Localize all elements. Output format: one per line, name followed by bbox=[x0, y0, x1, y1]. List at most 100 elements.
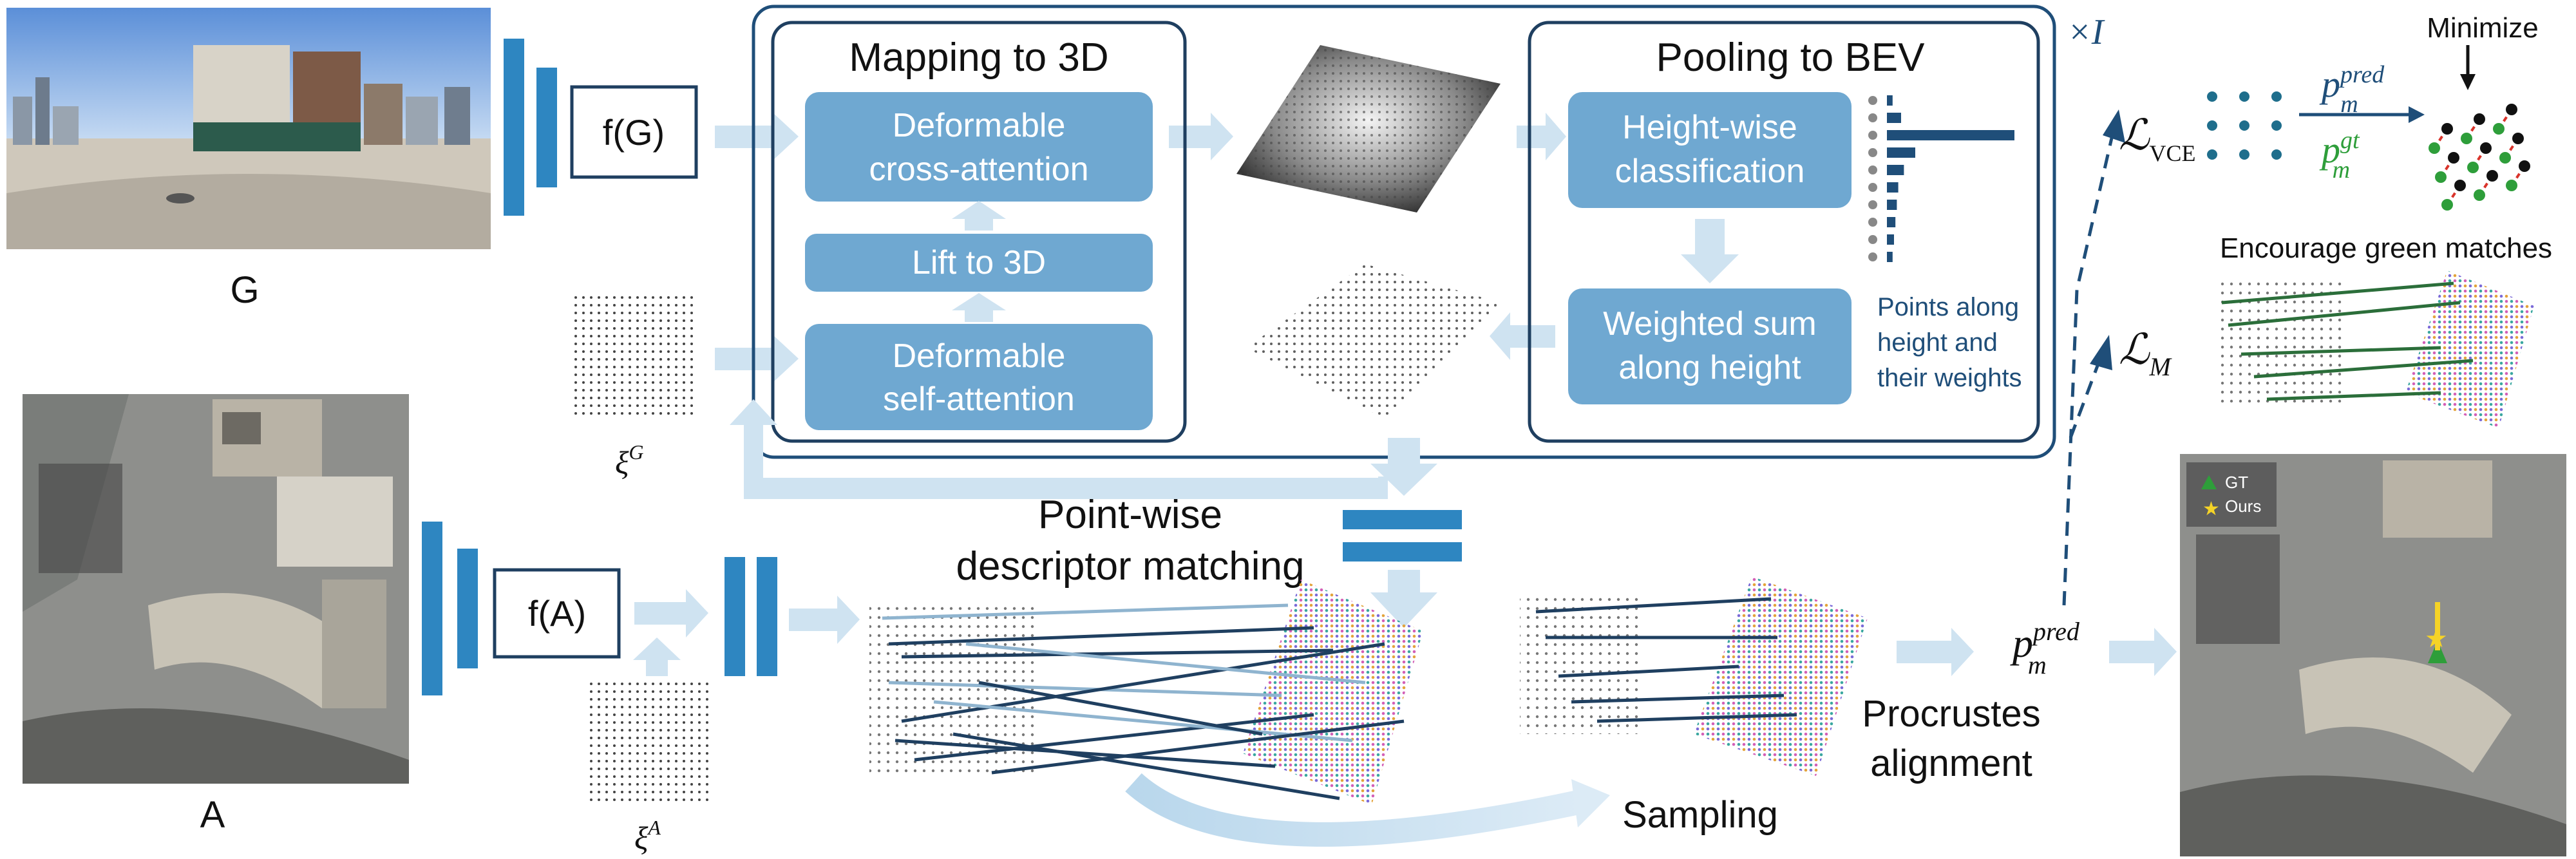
loss-aerial-grid bbox=[2215, 277, 2344, 402]
points-note-line3: their weights bbox=[1877, 364, 2022, 392]
ground-query-label: ξG bbox=[615, 440, 644, 480]
height-point bbox=[1868, 252, 1877, 261]
gt-point bbox=[2506, 180, 2517, 191]
gt-point bbox=[2429, 142, 2440, 154]
height-weight-bar bbox=[1887, 200, 1897, 210]
points-note-line2: height and bbox=[1877, 328, 1998, 357]
pred-point bbox=[2519, 160, 2530, 172]
classification-line1: Height-wise bbox=[1622, 109, 1797, 146]
encourage-label: Encourage green matches bbox=[2220, 232, 2552, 264]
aerial-feature-bar bbox=[422, 522, 442, 695]
green-match-line bbox=[2240, 346, 2441, 356]
height-point bbox=[1868, 165, 1877, 175]
gt-point bbox=[2493, 123, 2505, 135]
sampled-aerial-grid bbox=[1520, 596, 1639, 734]
height-weight-bar bbox=[1887, 234, 1894, 245]
height-wise-classification-block bbox=[1568, 92, 1852, 208]
arrow bbox=[1571, 779, 1610, 827]
pred-point bbox=[2480, 142, 2492, 154]
arrow bbox=[2109, 628, 2177, 676]
gt-point bbox=[2474, 189, 2485, 201]
aerial-image-label: A bbox=[200, 794, 225, 836]
p-pred-label: ppred m bbox=[2319, 61, 2385, 118]
aerial-encoder-label: f(A) bbox=[528, 593, 586, 634]
aerial-encoder-box bbox=[493, 568, 621, 659]
arrow bbox=[633, 637, 681, 676]
cross-attention-line1: Deformable bbox=[893, 107, 1066, 144]
result-legend bbox=[2186, 462, 2277, 527]
match-line bbox=[978, 681, 1263, 736]
ground-query-grid bbox=[573, 293, 696, 415]
green-match-line bbox=[2221, 281, 2454, 305]
lift-to-3d-label: Lift to 3D bbox=[912, 244, 1046, 281]
green-match-line bbox=[2228, 301, 2461, 327]
arrow bbox=[715, 113, 1566, 382]
height-weight-bar bbox=[1887, 217, 1896, 227]
height-point bbox=[1868, 113, 1877, 122]
arrow bbox=[952, 201, 1006, 231]
ground-encoder-box bbox=[570, 85, 698, 179]
arrow bbox=[789, 596, 860, 644]
height-weight-bar bbox=[1887, 182, 1899, 193]
match-line bbox=[952, 732, 1340, 800]
aerial-feature-bar bbox=[457, 549, 478, 668]
points-note-line1: Points along bbox=[1877, 293, 2019, 321]
arrow bbox=[1681, 219, 1739, 283]
mapping-block bbox=[771, 21, 1187, 443]
pooling-title: Pooling to BEV bbox=[1656, 35, 1925, 80]
arrow bbox=[952, 293, 1006, 322]
sampled-match-line bbox=[1558, 665, 1739, 678]
height-weight-bar bbox=[1887, 95, 1893, 106]
ground-panorama-image bbox=[6, 8, 491, 249]
green-match-line bbox=[2253, 359, 2474, 379]
sampled-ground-grid bbox=[1694, 576, 1868, 776]
gt-point bbox=[2467, 162, 2479, 173]
pred-point bbox=[2512, 133, 2524, 144]
ground-descriptor-grid bbox=[1243, 580, 1423, 805]
match-line bbox=[888, 626, 1314, 646]
procrustes-line1: Procrustes bbox=[1862, 693, 2040, 735]
arrow bbox=[1370, 570, 1437, 628]
sampled-match-lines bbox=[1535, 597, 1797, 723]
vce-pairs bbox=[2429, 104, 2530, 211]
iteration-label: ×I bbox=[2067, 12, 2105, 52]
aerial-query-label: ξA bbox=[634, 816, 661, 856]
legend-ours: Ours bbox=[2225, 496, 2261, 516]
sampled-match-line bbox=[1535, 597, 1772, 614]
height-point bbox=[1868, 96, 1877, 105]
pred-point bbox=[2448, 152, 2459, 164]
cross-attention-line2: cross-attention bbox=[869, 151, 1088, 188]
loss-path bbox=[2069, 360, 2101, 439]
p-gt-label: pgt m bbox=[2319, 127, 2360, 184]
predicted-pose: ppred m bbox=[2010, 617, 2080, 679]
arrow bbox=[2090, 335, 2112, 370]
lift-to-3d-block bbox=[805, 234, 1153, 292]
match-line bbox=[882, 603, 1289, 620]
height-point bbox=[1868, 148, 1877, 157]
height-weight-bar bbox=[1887, 165, 1904, 175]
predicted-points bbox=[2207, 91, 2282, 160]
sampling-arc bbox=[1125, 773, 1584, 847]
height-point bbox=[1868, 218, 1877, 227]
gt-point bbox=[2499, 152, 2511, 164]
gt-point bbox=[2435, 171, 2447, 183]
gt-marker-icon bbox=[2428, 641, 2447, 663]
self-attention-line1: Deformable bbox=[893, 337, 1066, 375]
sampled-match-line bbox=[1596, 713, 1797, 723]
weighted-sum-line2: along height bbox=[1618, 349, 1801, 386]
self-attention-line2: self-attention bbox=[883, 381, 1075, 418]
match-line bbox=[991, 719, 1405, 775]
match-line bbox=[933, 700, 1353, 742]
height-weight-histogram bbox=[1868, 95, 2014, 262]
sampled-match-line bbox=[1571, 694, 1785, 704]
height-weight-bar bbox=[1887, 130, 2014, 140]
ground-encoder-label: f(G) bbox=[603, 112, 665, 153]
arrow bbox=[634, 589, 708, 637]
weighted-sum-line1: Weighted sum bbox=[1603, 305, 1816, 343]
3d-point-cloud-volume bbox=[1236, 45, 1501, 212]
vce-loss: ℒVCE bbox=[2119, 112, 2196, 166]
ground-image-label: G bbox=[230, 269, 259, 311]
weighted-sum-block bbox=[1568, 288, 1852, 404]
